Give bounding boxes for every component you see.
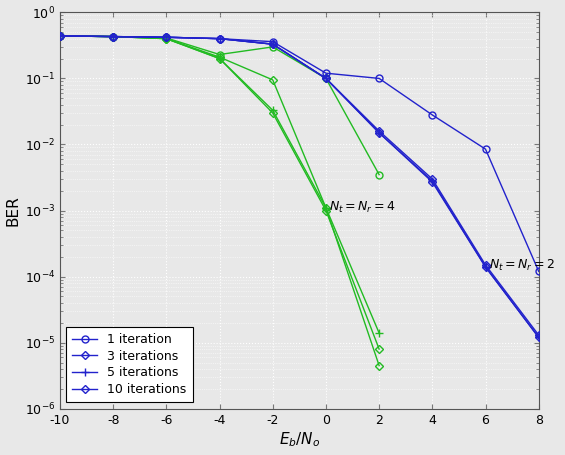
10 iterations <box>216 36 223 41</box>
10 iterations <box>535 335 542 340</box>
3 iterations <box>216 36 223 41</box>
3 iterations <box>163 35 170 40</box>
1 iteration <box>216 36 223 41</box>
3 iterations <box>270 41 276 47</box>
3 iterations <box>110 34 116 39</box>
X-axis label: $E_b/N_o$: $E_b/N_o$ <box>279 431 320 450</box>
5 iterations <box>323 76 329 81</box>
5 iterations <box>376 130 383 136</box>
10 iterations <box>110 34 116 39</box>
5 iterations <box>110 34 116 39</box>
1 iteration <box>56 33 63 39</box>
10 iterations <box>270 41 276 47</box>
1 iteration <box>110 34 116 39</box>
1 iteration <box>535 268 542 274</box>
5 iterations <box>482 264 489 270</box>
3 iterations <box>482 262 489 268</box>
5 iterations <box>56 33 63 39</box>
3 iterations <box>429 176 436 182</box>
Y-axis label: BER: BER <box>6 195 20 226</box>
1 iteration <box>376 76 383 81</box>
3 iterations <box>376 128 383 134</box>
Legend: 1 iteration, 3 iterations, 5 iterations, 10 iterations: 1 iteration, 3 iterations, 5 iterations,… <box>66 327 193 403</box>
10 iterations <box>323 76 329 81</box>
10 iterations <box>56 33 63 39</box>
10 iterations <box>376 130 383 136</box>
5 iterations <box>535 335 542 340</box>
3 iterations <box>323 76 329 81</box>
1 iteration <box>270 39 276 45</box>
5 iterations <box>270 41 276 47</box>
5 iterations <box>163 35 170 40</box>
1 iteration <box>163 35 170 40</box>
1 iteration <box>429 112 436 118</box>
Line: 10 iterations: 10 iterations <box>57 33 541 340</box>
Line: 5 iterations: 5 iterations <box>56 32 543 342</box>
3 iterations <box>535 333 542 338</box>
3 iterations <box>56 33 63 39</box>
10 iterations <box>482 264 489 270</box>
5 iterations <box>216 36 223 41</box>
1 iteration <box>323 71 329 76</box>
Text: $N_t=N_r=4$: $N_t=N_r=4$ <box>329 200 395 215</box>
Line: 1 iteration: 1 iteration <box>56 32 542 275</box>
10 iterations <box>163 35 170 40</box>
Text: $N_t=N_r=2$: $N_t=N_r=2$ <box>489 258 555 273</box>
1 iteration <box>482 147 489 152</box>
Line: 3 iterations: 3 iterations <box>57 33 541 338</box>
10 iterations <box>429 179 436 185</box>
5 iterations <box>429 178 436 184</box>
